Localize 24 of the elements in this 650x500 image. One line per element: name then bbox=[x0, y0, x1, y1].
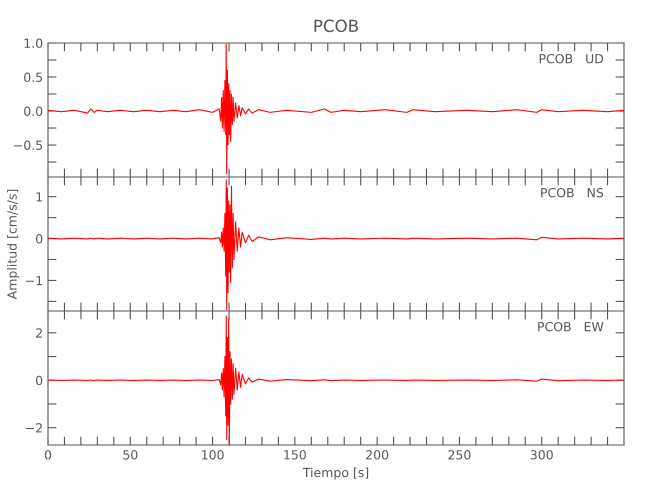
annotation: PCOB UD bbox=[540, 54, 604, 64]
annotation: PCOB NS bbox=[541, 188, 604, 198]
y-tick-label: 0 bbox=[36, 376, 42, 386]
y-tick-label: 1 bbox=[36, 192, 42, 202]
x-tick-label: 100 bbox=[202, 450, 224, 460]
y-tick-label: −1 bbox=[26, 276, 42, 286]
y-tick-label: 1.0 bbox=[24, 38, 42, 48]
y-axis-title: Amplitud [cm/s/s] bbox=[7, 190, 20, 300]
y-tick-label: −0.5 bbox=[14, 140, 42, 150]
x-axis-title: Tiempo [s] bbox=[302, 468, 368, 480]
y-tick-label: 0 bbox=[36, 234, 42, 244]
x-tick-label: 200 bbox=[366, 450, 388, 460]
chart-title: PCOB bbox=[314, 20, 358, 32]
y-tick-label: 2 bbox=[36, 328, 42, 338]
annotation: PCOB EW bbox=[538, 322, 604, 332]
y-tick-label: −2 bbox=[26, 423, 42, 432]
line-series bbox=[48, 44, 624, 174]
x-tick-label: 250 bbox=[448, 450, 471, 460]
x-tick-label: 300 bbox=[530, 450, 553, 460]
y-tick-label: 0.0 bbox=[24, 106, 42, 116]
x-tick-label: 0 bbox=[44, 450, 52, 460]
x-tick-label: 50 bbox=[123, 450, 138, 460]
y-tick-label: 0.5 bbox=[24, 72, 42, 82]
x-tick-label: 150 bbox=[284, 450, 306, 460]
